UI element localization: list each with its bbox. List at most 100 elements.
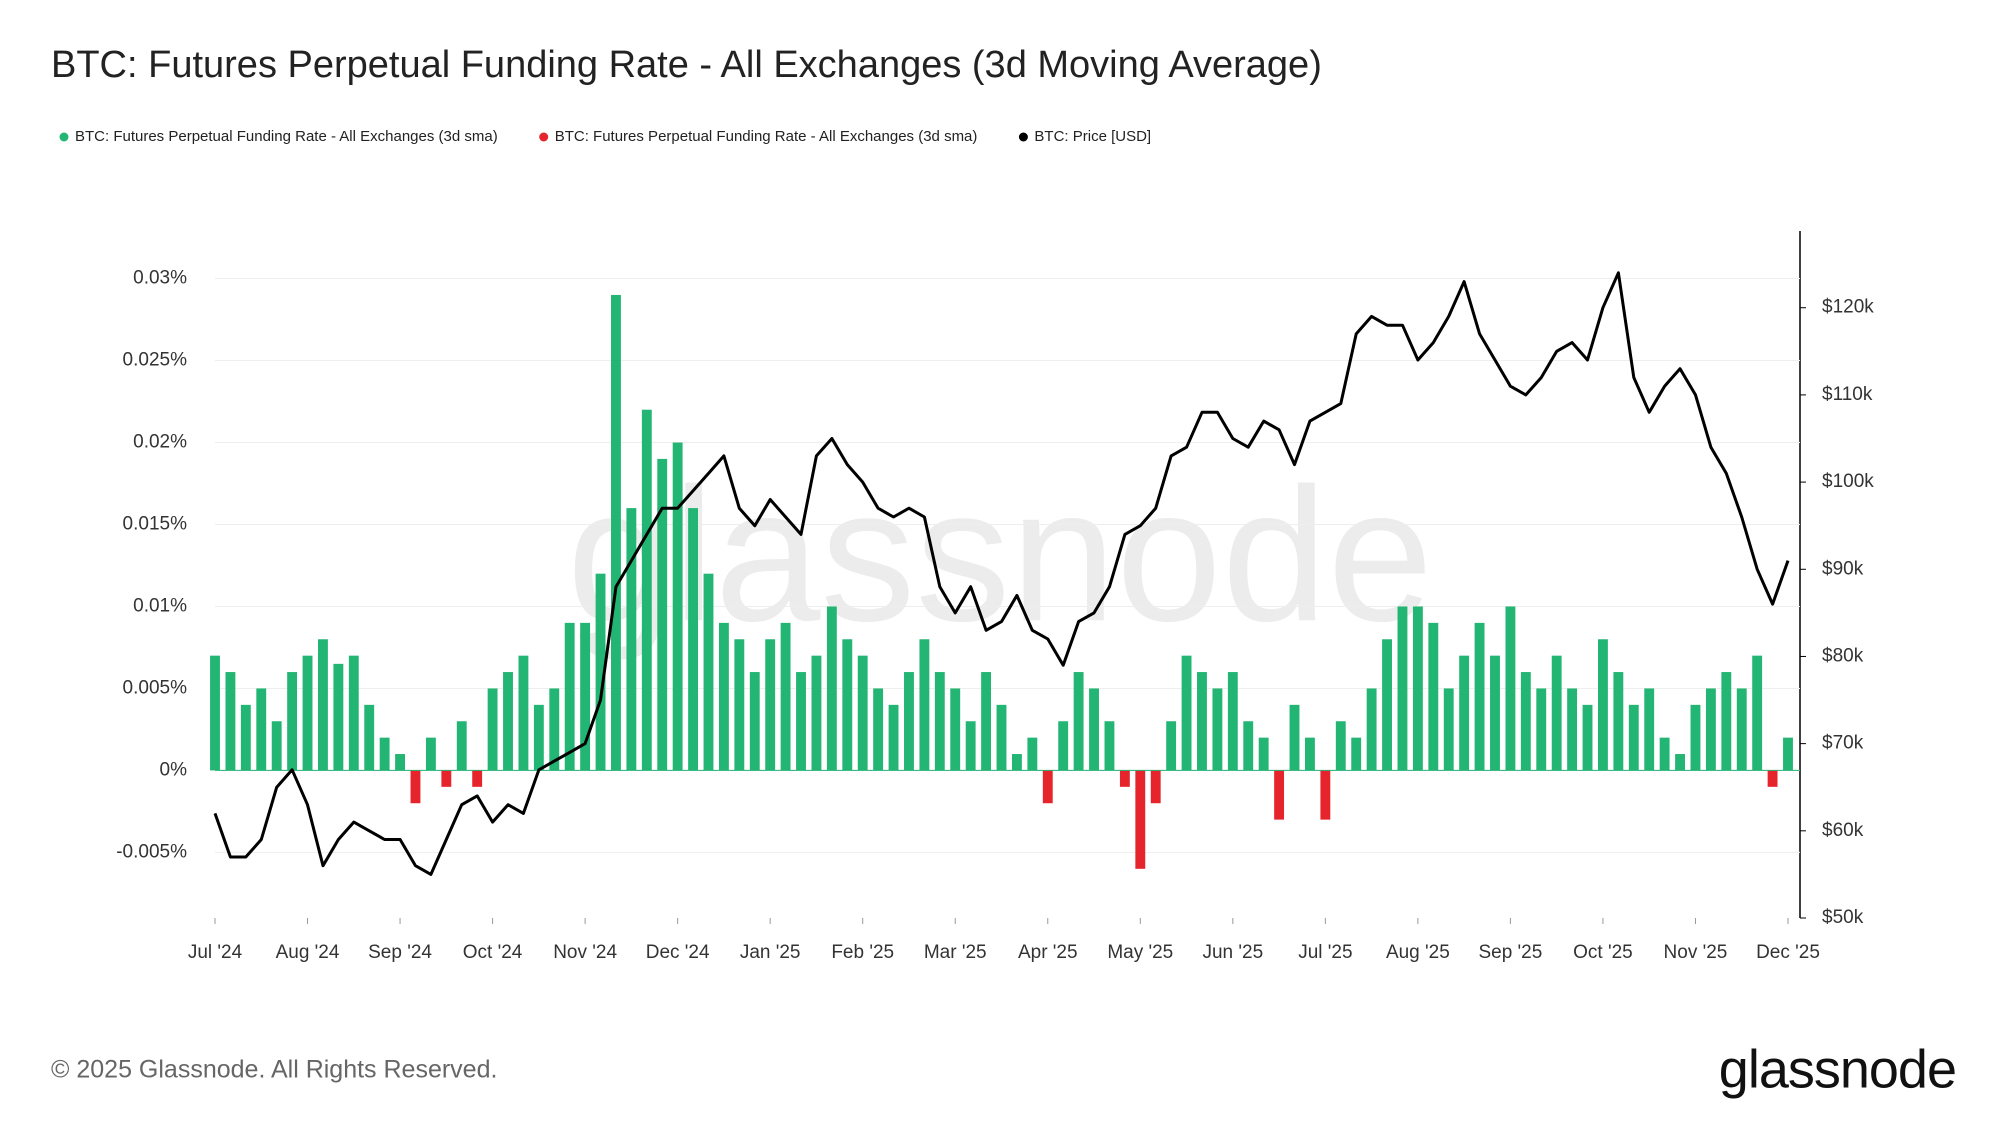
bar [919,639,930,771]
bar [1690,704,1701,771]
bar [1011,754,1022,771]
y2-tick-label: $100k [1822,471,1874,492]
bar [564,622,575,771]
bar [364,704,375,771]
x-tick-label: Jul '25 [1298,942,1352,963]
y2-tick-label: $60k [1822,820,1864,841]
x-tick-label: Feb '25 [831,942,894,963]
bar [842,639,853,771]
bar [549,688,560,771]
bar [1351,737,1362,771]
bar [595,573,606,771]
copyright: © 2025 Glassnode. All Rights Reserved. [51,1056,497,1084]
y2-tick-label: $70k [1822,733,1864,754]
bar [965,721,976,771]
bar [1505,606,1516,771]
bar [518,655,529,771]
y-tick-label: 0.01% [133,595,187,616]
bar [1520,672,1531,771]
bar [318,639,328,771]
x-tick-label: Jul '24 [188,942,243,963]
y2-tick-label: $90k [1822,558,1864,579]
bar [1644,688,1655,771]
bar [1582,704,1593,771]
bar [718,622,729,771]
bar [734,639,745,771]
bar [826,606,837,771]
y-tick-label: 0.025% [123,350,188,371]
bar [1212,688,1223,771]
bar [1042,770,1053,804]
bar [657,458,668,771]
x-tick-label: May '25 [1107,942,1173,963]
bar [703,573,714,771]
x-tick-label: Dec '24 [646,942,710,963]
y2-tick-label: $80k [1822,645,1864,666]
bar [410,770,421,804]
y2-tick-label: $50k [1822,907,1864,928]
legend-marker [539,132,549,142]
y-tick-label: 0% [160,759,188,780]
bar [456,721,467,771]
bar [379,737,390,771]
legend: BTC: Futures Perpetual Funding Rate - Al… [59,128,1151,145]
x-tick-label: Apr '25 [1018,942,1078,963]
bar [1659,737,1670,771]
bar [796,672,806,771]
bar [1104,721,1115,771]
bar [441,770,452,787]
bar [1783,737,1793,771]
bar [1289,704,1300,771]
bar [1567,688,1578,771]
bar [533,704,544,771]
legend-label: BTC: Price [USD] [1034,128,1151,145]
bar [904,672,914,771]
bar [348,655,359,771]
legend-marker [1018,132,1028,142]
y2-tick-label: $120k [1822,297,1874,318]
chart-title: BTC: Futures Perpetual Funding Rate - Al… [51,44,1322,86]
bar [811,655,822,771]
bar [1073,672,1084,771]
bar [503,672,513,771]
y-tick-label: 0.015% [123,514,188,535]
bar [626,508,637,771]
bar [487,688,498,771]
bar [302,655,313,771]
bar [1243,721,1254,771]
bar [981,672,992,771]
bar [225,672,236,771]
bar [1705,688,1716,771]
bar [1736,688,1747,771]
y2-tick-label: $110k [1822,384,1873,405]
bar [1490,655,1500,771]
bar [780,622,791,771]
bar [888,704,899,771]
bar [256,688,267,771]
bar [1382,639,1392,771]
y-tick-label: 0.03% [133,268,187,289]
price-line [213,271,1790,876]
y-tick-label: -0.005% [116,841,187,862]
x-tick-label: Jun '25 [1202,942,1263,963]
bar [1320,770,1331,820]
bar [472,770,483,787]
bar [1536,688,1547,771]
bar [1598,639,1608,771]
bar [1613,672,1624,771]
bar [395,754,405,771]
bar [1335,721,1346,771]
bar [1443,688,1454,771]
bar [1428,622,1439,771]
bar [1304,737,1315,771]
bar [996,704,1007,771]
x-tick-label: Mar '25 [924,942,987,963]
bar [1412,606,1423,771]
bar [950,688,961,771]
bar [1089,688,1099,771]
bar [1181,655,1192,771]
legend-label: BTC: Futures Perpetual Funding Rate - Al… [555,128,978,145]
y-tick-label: 0.005% [123,677,188,698]
logo: glassnode [1719,1039,1956,1099]
